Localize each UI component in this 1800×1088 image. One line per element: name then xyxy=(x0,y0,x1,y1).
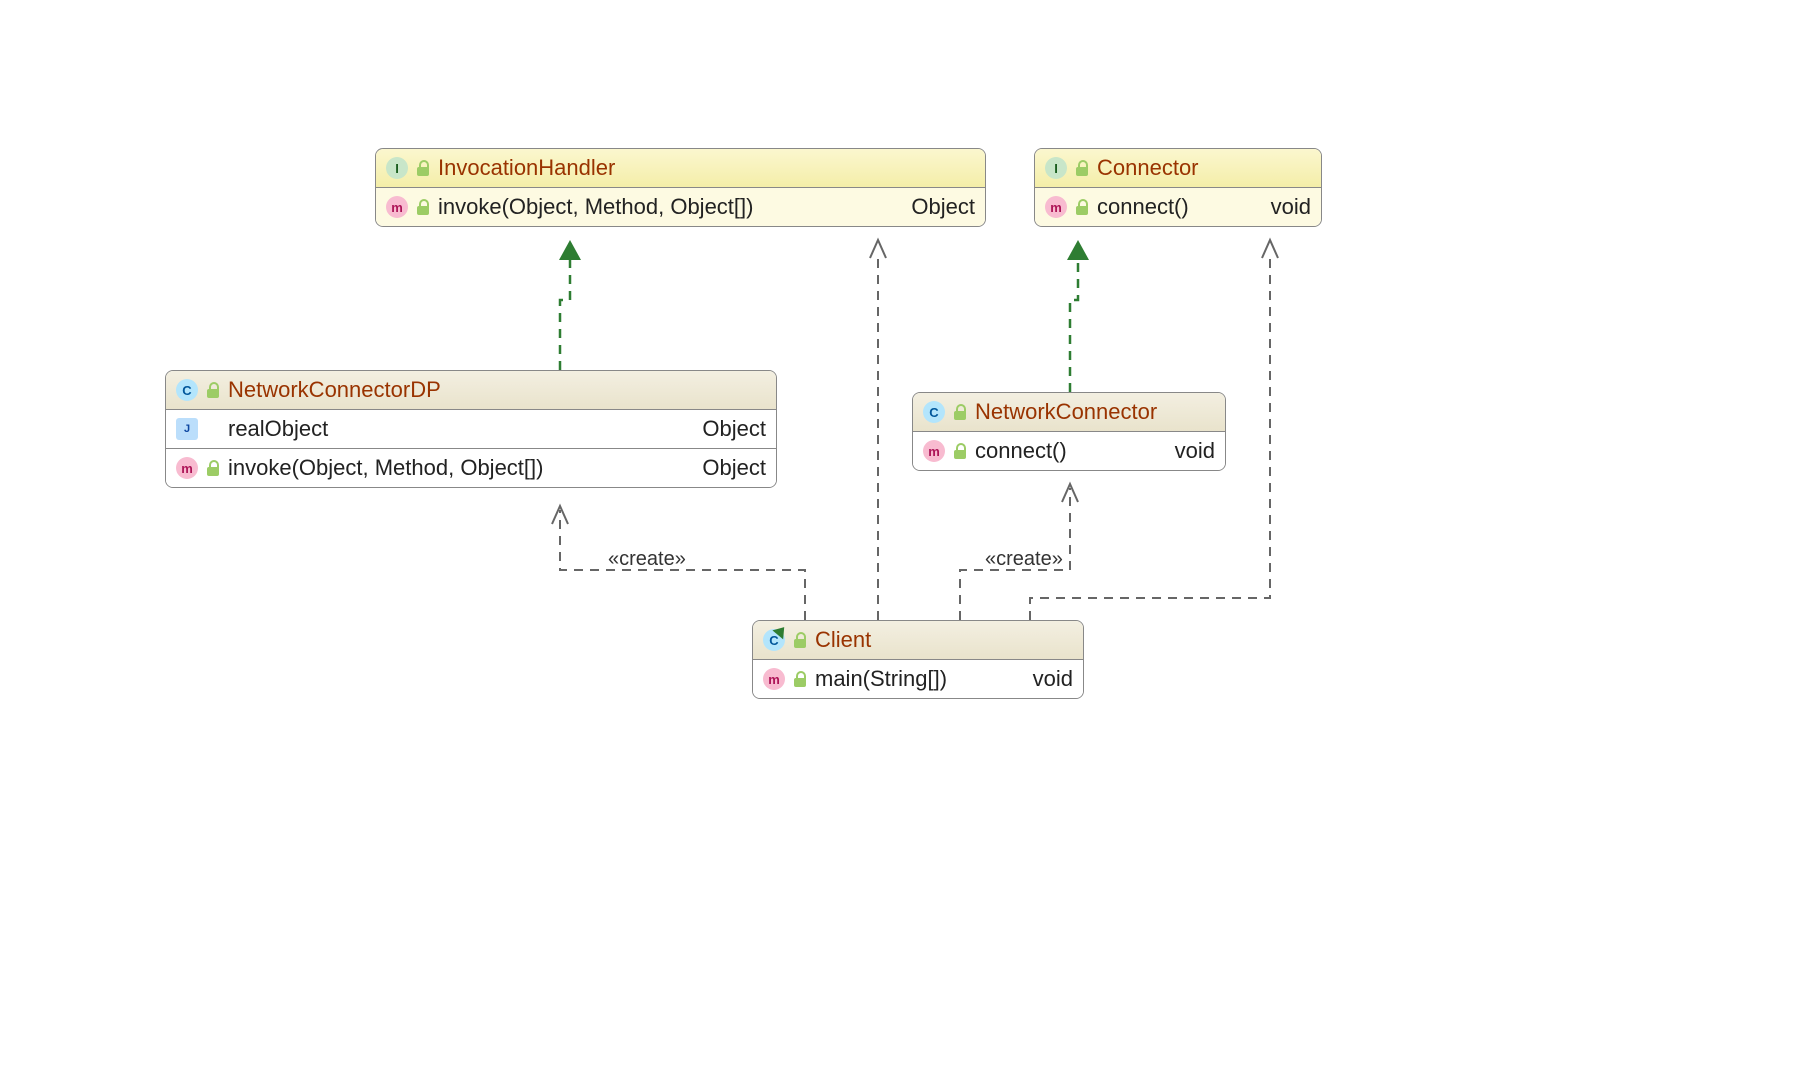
method-icon: m xyxy=(923,440,945,462)
method-signature: invoke(Object, Method, Object[]) xyxy=(438,194,879,220)
arrow-client-conn xyxy=(1262,240,1278,258)
lock-icon xyxy=(1075,160,1089,176)
method-icon: m xyxy=(386,196,408,218)
member-row: J realObject Object xyxy=(166,410,776,449)
method-icon: m xyxy=(1045,196,1067,218)
header-network-connector: C NetworkConnector xyxy=(913,393,1225,432)
lock-icon xyxy=(416,199,430,215)
box-client: C Client m main(String[]) void xyxy=(752,620,1084,699)
title-network-connector-dp: NetworkConnectorDP xyxy=(228,377,441,403)
class-icon: C xyxy=(923,401,945,423)
interface-icon: I xyxy=(386,157,408,179)
method-signature: main(String[]) xyxy=(815,666,1001,692)
lock-icon xyxy=(953,404,967,420)
runnable-marker-icon xyxy=(772,623,789,640)
method-signature: connect() xyxy=(975,438,1143,464)
title-network-connector: NetworkConnector xyxy=(975,399,1157,425)
title-client: Client xyxy=(815,627,871,653)
lock-icon xyxy=(416,160,430,176)
member-row: m invoke(Object, Method, Object[]) Objec… xyxy=(376,188,985,226)
title-invocation-handler: InvocationHandler xyxy=(438,155,615,181)
method-return: Object xyxy=(887,194,975,220)
member-row: m connect() void xyxy=(1035,188,1321,226)
box-network-connector-dp: C NetworkConnectorDP J realObject Object… xyxy=(165,370,777,488)
lock-icon xyxy=(793,632,807,648)
edge-ncdp-ih xyxy=(560,258,570,370)
lock-icon xyxy=(1075,199,1089,215)
interface-icon: I xyxy=(1045,157,1067,179)
edge-nc-conn xyxy=(1070,258,1078,392)
method-signature: connect() xyxy=(1097,194,1239,220)
title-connector: Connector xyxy=(1097,155,1199,181)
header-network-connector-dp: C NetworkConnectorDP xyxy=(166,371,776,410)
header-connector: I Connector xyxy=(1035,149,1321,188)
method-signature: invoke(Object, Method, Object[]) xyxy=(228,455,670,481)
method-icon: m xyxy=(176,457,198,479)
lock-icon xyxy=(793,671,807,687)
box-invocation-handler: I InvocationHandler m invoke(Object, Met… xyxy=(375,148,986,227)
arrow-client-ncdp xyxy=(552,506,568,524)
arrow-ncdp-ih xyxy=(559,240,581,260)
uml-canvas: «create» «create» I InvocationHandler m … xyxy=(0,0,1800,1088)
member-row: m connect() void xyxy=(913,432,1225,470)
field-icon: J xyxy=(176,418,198,440)
lock-icon xyxy=(206,382,220,398)
box-connector: I Connector m connect() void xyxy=(1034,148,1322,227)
class-icon: C xyxy=(176,379,198,401)
arrow-client-ih xyxy=(870,240,886,258)
edge-label-create-1: «create» xyxy=(608,548,686,571)
lock-icon xyxy=(206,460,220,476)
field-type: Object xyxy=(678,416,766,442)
header-invocation-handler: I InvocationHandler xyxy=(376,149,985,188)
method-return: Object xyxy=(678,455,766,481)
lock-icon xyxy=(953,443,967,459)
member-row: m invoke(Object, Method, Object[]) Objec… xyxy=(166,449,776,487)
method-return: void xyxy=(1009,666,1073,692)
header-client: C Client xyxy=(753,621,1083,660)
arrow-nc-conn xyxy=(1067,240,1089,260)
field-name: realObject xyxy=(228,416,670,442)
member-row: m main(String[]) void xyxy=(753,660,1083,698)
box-network-connector: C NetworkConnector m connect() void xyxy=(912,392,1226,471)
arrow-client-nc xyxy=(1062,484,1078,502)
method-return: void xyxy=(1151,438,1215,464)
method-return: void xyxy=(1247,194,1311,220)
edge-label-create-2: «create» xyxy=(985,548,1063,571)
class-icon: C xyxy=(763,629,785,651)
method-icon: m xyxy=(763,668,785,690)
